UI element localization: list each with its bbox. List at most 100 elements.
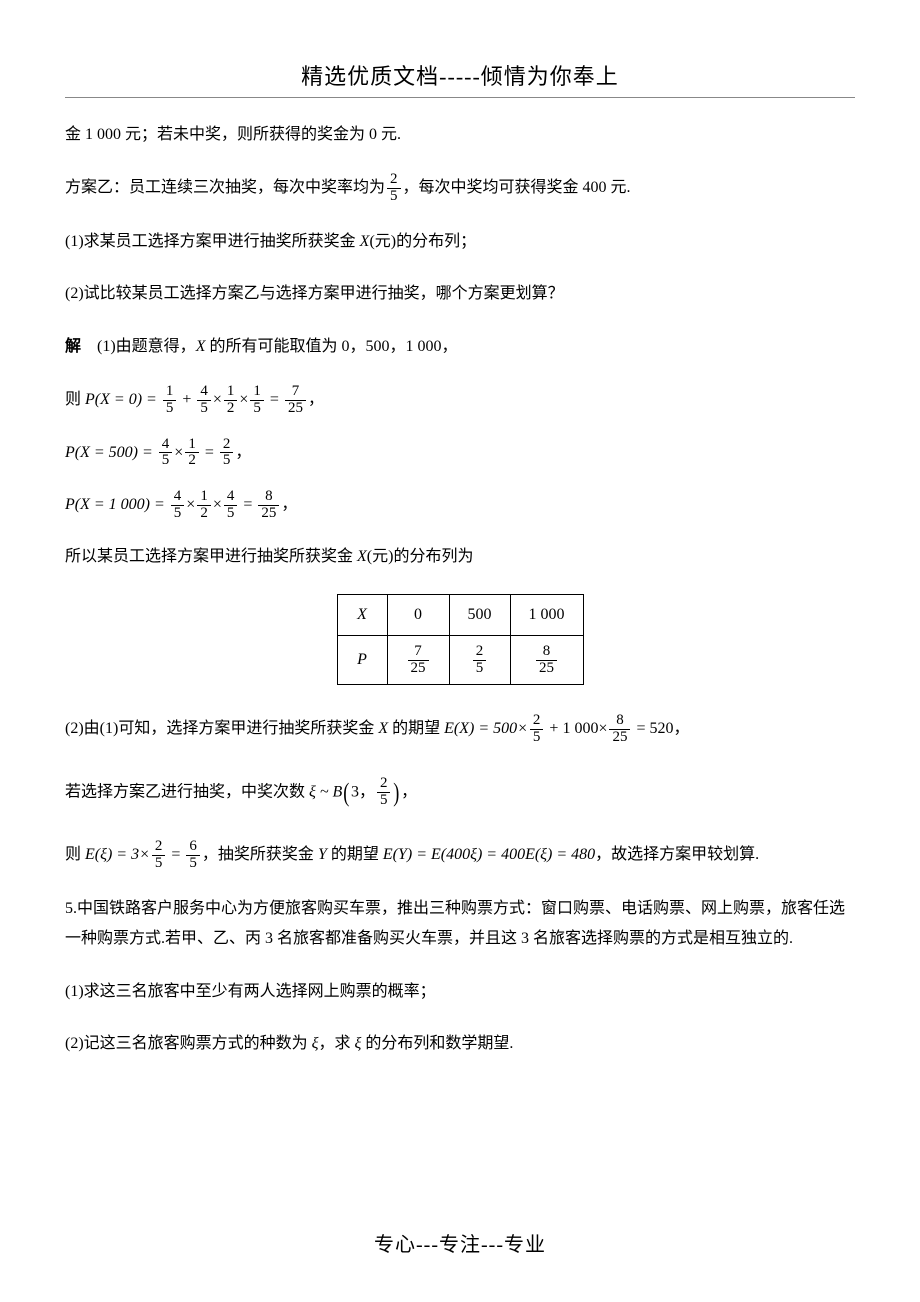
- paragraph-expectation-y: 则 E(ξ) = 3×25 = 65，抽奖所获奖金 Y 的期望 E(Y) = E…: [65, 839, 855, 872]
- fraction: 45: [224, 489, 238, 522]
- page-header-title: 精选优质文档-----倾情为你奉上: [65, 60, 855, 93]
- fraction: 12: [224, 384, 238, 417]
- text: 的分布列和数学期望.: [361, 1035, 513, 1052]
- question-5: 5.中国铁路客户服务中心为方便旅客购买车票，推出三种购票方式：窗口购票、电话购票…: [65, 894, 855, 955]
- math-expr: E(Y) = E(400ξ) = 400E(ξ) = 480: [383, 846, 595, 863]
- math-label: P(X = 500) =: [65, 443, 157, 460]
- text: (元)的分布列为: [367, 548, 474, 565]
- table-cell: 825: [510, 635, 583, 685]
- math-expr: ξ ~ B: [309, 783, 342, 800]
- left-paren: (: [344, 768, 350, 817]
- page-footer: 专心---专注---专业: [0, 1230, 920, 1260]
- op-eq: =: [239, 496, 256, 513]
- variable-x: X: [357, 548, 367, 565]
- text: 若选择方案乙进行抽奖，中奖次数: [65, 783, 309, 800]
- fraction: 25: [152, 839, 166, 872]
- paragraph: 方案乙：员工连续三次抽奖，每次中奖率均为25，每次中奖均可获得奖金 400 元.: [65, 172, 855, 205]
- text: (1)求某员工选择方案甲进行抽奖所获奖金: [65, 233, 360, 250]
- op-plus: +: [178, 391, 195, 408]
- text: ，每次中奖均可获得奖金 400 元.: [403, 179, 631, 196]
- equation-px500: P(X = 500) = 45×12 = 25，: [65, 437, 855, 470]
- text: ，: [281, 496, 297, 513]
- text: 的所有可能取值为 0，500，1 000，: [209, 338, 457, 355]
- paragraph-binomial: 若选择方案乙进行抽奖，中奖次数 ξ ~ B(3，25)，: [65, 768, 855, 817]
- variable-x: X: [196, 338, 210, 355]
- question-2: (2)试比较某员工选择方案乙与选择方案甲进行抽奖，哪个方案更划算？: [65, 279, 855, 309]
- solution-label: 解: [65, 338, 81, 355]
- op-eq: =: [266, 391, 283, 408]
- table-cell: 25: [449, 635, 510, 685]
- fraction: 15: [163, 384, 177, 417]
- text: ，: [308, 391, 324, 408]
- table-header: X: [337, 594, 387, 635]
- text: 金 1 000 元；若未中奖，则所获得的奖金为 0 元.: [65, 126, 401, 143]
- fraction: 65: [186, 839, 200, 872]
- text: ，求: [319, 1035, 355, 1052]
- op-times: ×: [174, 443, 183, 460]
- variable-y: Y: [318, 846, 331, 863]
- text: (2)记这三名旅客购票方式的种数为: [65, 1035, 312, 1052]
- text: 的期望: [331, 846, 383, 863]
- op-times: ×: [213, 496, 222, 513]
- table-cell: 1 000: [510, 594, 583, 635]
- text: + 1 000×: [545, 720, 607, 737]
- table-cell: 0: [387, 594, 449, 635]
- text: (2)由(1)可知，选择方案甲进行抽奖所获奖金: [65, 720, 378, 737]
- op-times: ×: [186, 496, 195, 513]
- header-divider: [65, 97, 855, 98]
- fraction: 25: [377, 776, 391, 809]
- variable-x: X: [360, 233, 370, 250]
- fraction: 45: [171, 489, 185, 522]
- fraction: 45: [159, 437, 173, 470]
- question-5-1: (1)求这三名旅客中至少有两人选择网上购票的概率；: [65, 977, 855, 1007]
- text: 方案乙：员工连续三次抽奖，每次中奖率均为: [65, 179, 385, 196]
- op-times: ×: [213, 391, 222, 408]
- paragraph: 金 1 000 元；若未中奖，则所获得的奖金为 0 元.: [65, 120, 855, 150]
- text: ，: [401, 783, 417, 800]
- text: = 520，: [632, 720, 689, 737]
- fraction: 825: [609, 713, 630, 746]
- fraction: 45: [197, 384, 211, 417]
- paragraph-expectation-x: (2)由(1)可知，选择方案甲进行抽奖所获奖金 X 的期望 E(X) = 500…: [65, 713, 855, 746]
- fraction: 25: [530, 713, 544, 746]
- text: 所以某员工选择方案甲进行抽奖所获奖金: [65, 548, 357, 565]
- math-label: P(X = 0) =: [85, 391, 161, 408]
- distribution-caption: 所以某员工选择方案甲进行抽奖所获奖金 X(元)的分布列为: [65, 542, 855, 572]
- op-eq: =: [167, 846, 184, 863]
- text: 3，: [351, 783, 375, 800]
- op-eq: =: [201, 443, 218, 460]
- table-row: X 0 500 1 000: [337, 594, 583, 635]
- text: (元)的分布列；: [369, 233, 476, 250]
- fraction: 12: [197, 489, 211, 522]
- right-paren: ): [394, 768, 400, 817]
- fraction: 825: [536, 644, 557, 677]
- table-header: P: [337, 635, 387, 685]
- fraction: 825: [258, 489, 279, 522]
- text: ，: [235, 443, 251, 460]
- variable-x: X: [378, 720, 392, 737]
- math-expr: E(X) = 500×: [444, 720, 528, 737]
- equation-px0: 则 P(X = 0) = 15 + 45×12×15 = 725，: [65, 384, 855, 417]
- fraction: 25: [220, 437, 234, 470]
- question-5-2: (2)记这三名旅客购票方式的种数为 ξ，求 ξ 的分布列和数学期望.: [65, 1029, 855, 1059]
- fraction: 725: [285, 384, 306, 417]
- text: ，故选择方案甲较划算.: [595, 846, 759, 863]
- solution-head: 解 (1)由题意得，X 的所有可能取值为 0，500，1 000，: [65, 332, 855, 362]
- op-times: ×: [239, 391, 248, 408]
- fraction: 15: [250, 384, 264, 417]
- fraction: 12: [185, 437, 199, 470]
- question-1: (1)求某员工选择方案甲进行抽奖所获奖金 X(元)的分布列；: [65, 227, 855, 257]
- text: 则: [65, 846, 85, 863]
- table-row: P 725 25 825: [337, 635, 583, 685]
- table-cell: 500: [449, 594, 510, 635]
- distribution-table: X 0 500 1 000 P 725 25 825: [337, 594, 584, 686]
- fraction: 25: [387, 172, 401, 205]
- text: 的期望: [392, 720, 444, 737]
- variable-xi: ξ: [312, 1035, 319, 1052]
- fraction: 25: [473, 644, 487, 677]
- table-cell: 725: [387, 635, 449, 685]
- math-label: P(X = 1 000) =: [65, 496, 169, 513]
- text: ，抽奖所获奖金: [202, 846, 318, 863]
- equation-px1000: P(X = 1 000) = 45×12×45 = 825，: [65, 489, 855, 522]
- text: 则: [65, 391, 85, 408]
